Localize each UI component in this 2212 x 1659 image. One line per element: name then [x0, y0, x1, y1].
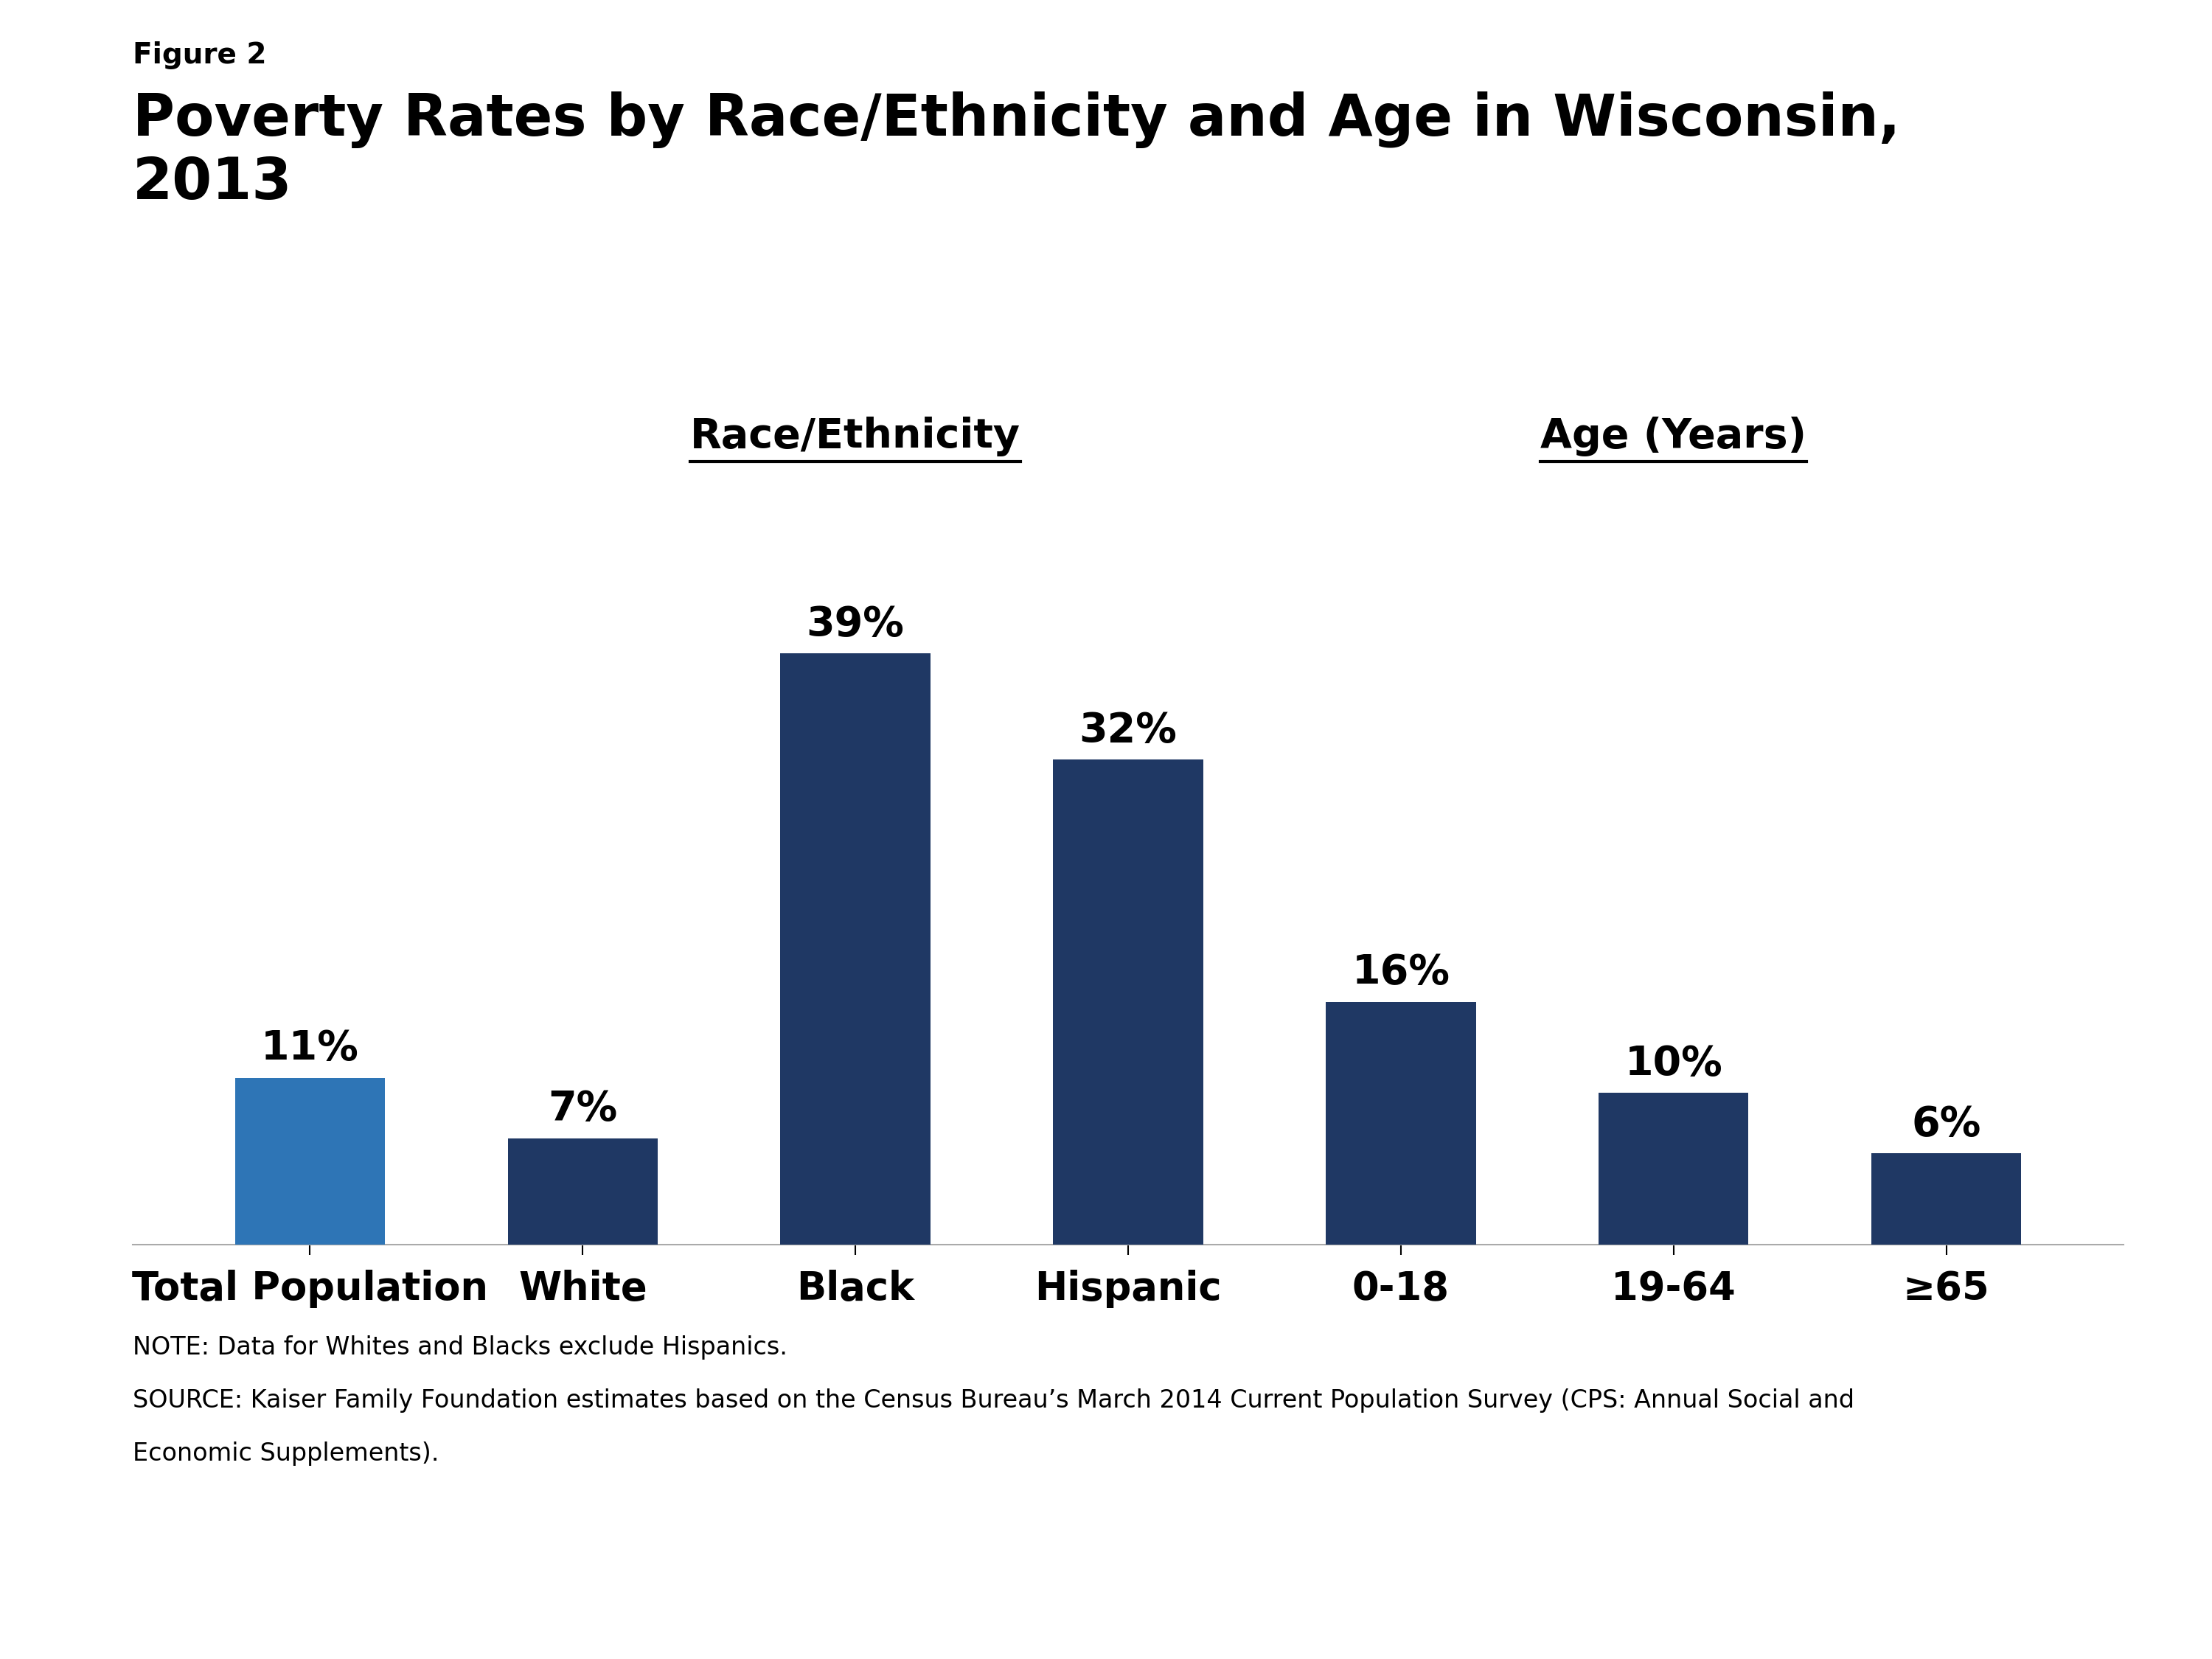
Text: 10%: 10% [1624, 1044, 1723, 1083]
Text: 11%: 11% [261, 1029, 358, 1068]
Text: FOUNDATION: FOUNDATION [1947, 1563, 2046, 1576]
Text: KAISER: KAISER [1951, 1413, 2042, 1435]
Bar [509, 1138, 657, 1244]
Text: Economic Supplements).: Economic Supplements). [133, 1442, 438, 1467]
Text: Figure 2: Figure 2 [133, 41, 265, 70]
Text: Age (Years): Age (Years) [1540, 416, 1807, 456]
Text: 7%: 7% [549, 1090, 617, 1130]
Bar [1599, 1093, 1747, 1244]
Text: 39%: 39% [807, 604, 905, 644]
Bar [1871, 1153, 2022, 1244]
Text: 32%: 32% [1079, 710, 1177, 750]
Bar [1053, 760, 1203, 1244]
Text: 6%: 6% [1911, 1105, 1982, 1145]
Text: FAMILY: FAMILY [1953, 1480, 2039, 1501]
Text: Race/Ethnicity: Race/Ethnicity [690, 416, 1020, 456]
Bar [1325, 1002, 1475, 1244]
Text: THE HENRY J.: THE HENRY J. [1947, 1365, 2046, 1379]
Text: 16%: 16% [1352, 952, 1449, 992]
Bar [234, 1078, 385, 1244]
Text: Poverty Rates by Race/Ethnicity and Age in Wisconsin,
2013: Poverty Rates by Race/Ethnicity and Age … [133, 91, 1900, 211]
Text: SOURCE: Kaiser Family Foundation estimates based on the Census Bureau’s March 20: SOURCE: Kaiser Family Foundation estimat… [133, 1389, 1854, 1413]
Bar [781, 654, 931, 1244]
Text: NOTE: Data for Whites and Blacks exclude Hispanics.: NOTE: Data for Whites and Blacks exclude… [133, 1335, 787, 1360]
